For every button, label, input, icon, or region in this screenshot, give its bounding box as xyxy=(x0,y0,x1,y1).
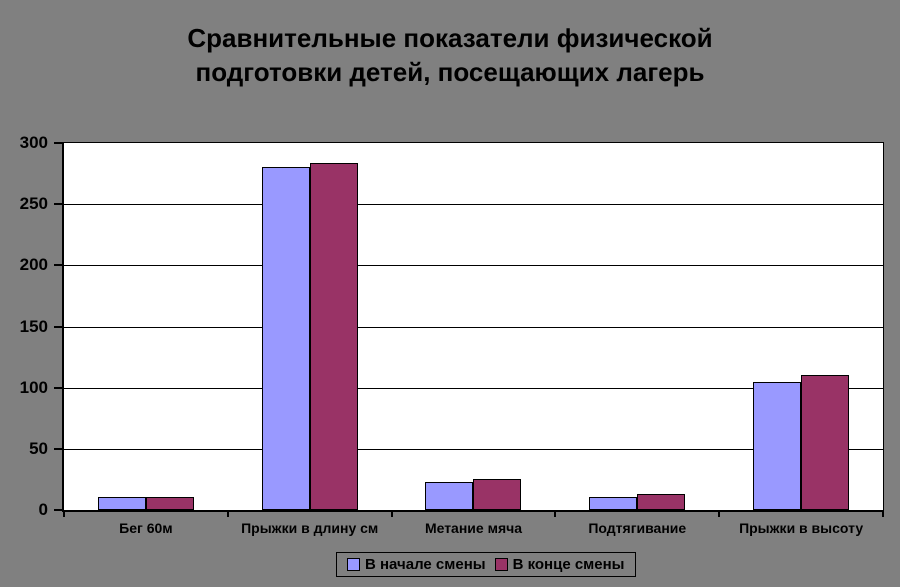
x-axis-tick xyxy=(390,512,393,517)
x-axis-tick xyxy=(718,512,721,517)
x-axis-label-4: Прыжки в высоту xyxy=(739,520,864,536)
x-axis-tick xyxy=(554,512,557,517)
bar-s2-c3 xyxy=(637,494,686,510)
legend: В начале смены В конце смены xyxy=(336,552,636,577)
y-axis-label-300: 300 xyxy=(19,133,48,152)
bar-s1-c3 xyxy=(589,496,638,510)
y-axis-label-250: 250 xyxy=(19,194,48,214)
y-axis-tick xyxy=(54,142,62,144)
y-axis-tick xyxy=(54,325,62,328)
gridline-150 xyxy=(64,326,883,328)
y-axis-tick xyxy=(54,509,62,511)
bar-group-1 xyxy=(228,143,392,510)
series1-swatch-icon xyxy=(347,558,360,571)
bar-s2-c4 xyxy=(801,375,850,510)
chart-title-text: Сравнительные показатели физической подг… xyxy=(187,23,713,87)
y-axis-label-200: 200 xyxy=(19,255,48,275)
y-axis-tick xyxy=(54,386,62,389)
gridline-200 xyxy=(64,265,883,267)
y-axis-label-50: 50 xyxy=(29,438,48,458)
y-axis-tick xyxy=(54,264,62,267)
gridline-250 xyxy=(64,204,883,206)
x-axis-label-2: Метание мяча xyxy=(424,520,523,536)
y-axis-label-100: 100 xyxy=(19,377,48,397)
bar-group-0 xyxy=(64,143,228,510)
legend-item-series1: В начале смены xyxy=(347,556,486,573)
bar-s2-c1 xyxy=(309,162,358,510)
legend-label-series1: В начале смены xyxy=(365,556,486,573)
bar-group-4 xyxy=(719,143,883,510)
y-axis-tick xyxy=(54,447,62,450)
legend-label-series2: В конце смены xyxy=(512,556,625,573)
bar-s1-c0 xyxy=(97,496,146,510)
x-axis-tick xyxy=(63,512,65,517)
gridline-50 xyxy=(64,448,883,450)
bar-s1-c1 xyxy=(261,167,310,510)
x-axis-label-3: Подтягивание xyxy=(588,520,687,536)
y-axis-label-150: 150 xyxy=(19,316,48,336)
plot-area xyxy=(62,142,884,512)
bar-s1-c4 xyxy=(753,381,802,510)
gridline-100 xyxy=(64,387,883,389)
bar-s1-c2 xyxy=(425,481,474,510)
bar-s2-c0 xyxy=(145,496,194,510)
x-axis-label-1: Прыжки в длину см xyxy=(241,520,379,536)
y-axis-tick xyxy=(54,203,62,206)
chart-title: Сравнительные показатели физической подг… xyxy=(0,22,900,90)
bar-s2-c2 xyxy=(473,479,522,510)
legend-item-series2: В конце смены xyxy=(494,556,625,573)
series2-swatch-icon xyxy=(494,558,508,571)
x-axis-tick xyxy=(226,512,229,517)
bar-group-3 xyxy=(555,143,719,510)
bar-group-2 xyxy=(392,143,556,510)
x-axis-tick xyxy=(882,512,884,517)
y-axis-label-0: 0 xyxy=(38,500,48,519)
x-axis-label-0: Бег 60м xyxy=(119,520,173,536)
